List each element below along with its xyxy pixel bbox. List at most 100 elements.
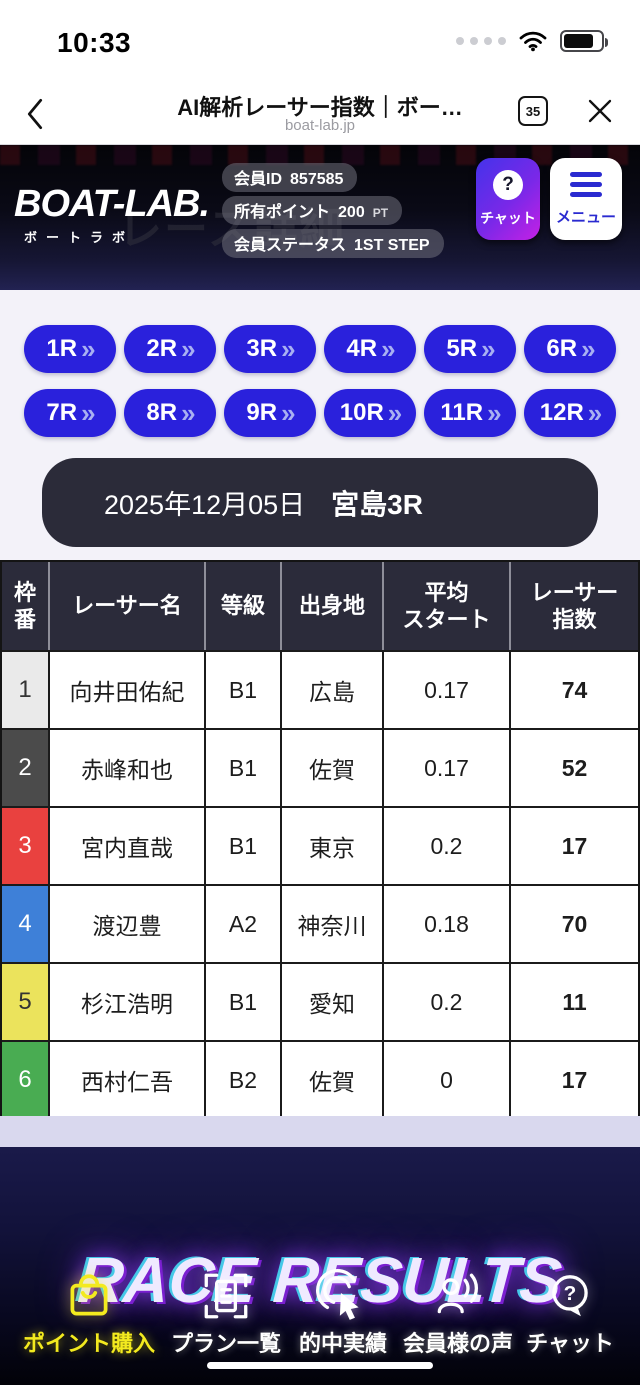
- cell-racer-name: 宮内直哉: [50, 806, 206, 884]
- race-button-4r[interactable]: 4R»: [324, 325, 416, 373]
- race-info-bar: 2025年12月05日 宮島3R: [42, 458, 598, 547]
- chevron-right-icon: »: [587, 397, 603, 428]
- cell-racer-name: 赤峰和也: [50, 728, 206, 806]
- nav-chat[interactable]: ? チャット: [495, 1269, 640, 1358]
- cell-lane: 1: [2, 650, 50, 728]
- cell-lane: 2: [2, 728, 50, 806]
- chevron-right-icon: »: [581, 333, 596, 364]
- table-row: 4 渡辺豊 A2 神奈川 0.18 70: [2, 884, 638, 962]
- race-button-1r[interactable]: 1R»: [24, 325, 116, 373]
- header-grade: 等級: [206, 562, 282, 650]
- cell-grade: B1: [206, 728, 282, 806]
- nav-label: 的中実績: [298, 1331, 387, 1356]
- table-row: 1 向井田佑紀 B1 広島 0.17 74: [2, 650, 638, 728]
- chat-button-label: チャット: [480, 210, 536, 226]
- chevron-right-icon: »: [181, 397, 196, 428]
- member-info: 会員ID 857585 所有ポイント 200 PT 会員ステータス 1ST ST…: [222, 163, 444, 258]
- site-header: レース詳細 BOAT-LAB. ボートラボ 会員ID 857585 所有ポイント…: [0, 145, 640, 290]
- chat-button[interactable]: ? チャット: [476, 158, 540, 240]
- member-id-value: 857585: [290, 171, 344, 188]
- header-origin: 出身地: [282, 562, 384, 650]
- table-row: 6 西村仁吾 B2 佐賀 0 17: [2, 1040, 638, 1118]
- race-button-label: 1R: [46, 335, 78, 362]
- wifi-icon: [519, 31, 547, 51]
- cell-lane: 4: [2, 884, 50, 962]
- page-title: AI解析レーサー指数｜ボー…: [177, 95, 463, 120]
- cell-grade: B1: [206, 806, 282, 884]
- nav-hit-results[interactable]: 的中実績: [268, 1269, 418, 1358]
- header-lane: 枠 番: [2, 562, 50, 650]
- back-chevron-icon[interactable]: [24, 98, 46, 130]
- chevron-right-icon: »: [281, 333, 296, 364]
- clock-time: 10:33: [57, 27, 132, 58]
- question-bubble-icon: ?: [493, 170, 523, 200]
- member-voice-icon: [437, 1273, 479, 1314]
- cell-lane: 5: [2, 962, 50, 1040]
- race-button-label: 5R: [446, 335, 478, 362]
- chevron-right-icon: »: [81, 333, 96, 364]
- battery-icon: [560, 30, 608, 52]
- race-button-label: 8R: [146, 399, 178, 426]
- boat-lab-logo[interactable]: BOAT-LAB. ボートラボ: [14, 183, 210, 246]
- race-button-label: 9R: [246, 399, 278, 426]
- page-url: boat-lab.jp: [284, 117, 356, 134]
- cell-racer-index: 70: [511, 884, 638, 962]
- cell-grade: A2: [206, 884, 282, 962]
- cell-racer-index: 52: [511, 728, 638, 806]
- cell-grade: B2: [206, 1040, 282, 1118]
- race-button-7r[interactable]: 7R»: [24, 389, 116, 437]
- tab-count-button[interactable]: 35: [518, 96, 548, 126]
- cell-avg-start: 0.2: [384, 962, 511, 1040]
- table-row: 3 宮内直哉 B1 東京 0.2 17: [2, 806, 638, 884]
- table-header-row: 枠 番 レーサー名 等級 出身地 平均 スタート レーサー 指数: [2, 562, 638, 650]
- home-indicator[interactable]: [207, 1362, 433, 1369]
- race-button-2r[interactable]: 2R»: [124, 325, 216, 373]
- cell-racer-index: 17: [511, 806, 638, 884]
- points-unit: PT: [372, 206, 389, 220]
- cell-racer-index: 74: [511, 650, 638, 728]
- nav-label: ポイント購入: [22, 1331, 155, 1356]
- chevron-right-icon: »: [387, 397, 403, 428]
- logo-subtext: ボートラボ: [24, 230, 135, 245]
- race-button-12r[interactable]: 12R»: [524, 389, 616, 437]
- nav-plan-list[interactable]: プラン一覧: [151, 1269, 301, 1358]
- chat-question-icon: ?: [552, 1275, 588, 1317]
- cell-avg-start: 0.17: [384, 650, 511, 728]
- chevron-right-icon: »: [81, 397, 96, 428]
- chevron-right-icon: »: [487, 397, 502, 428]
- shopping-bag-icon: [70, 1274, 108, 1316]
- cell-origin: 佐賀: [282, 728, 384, 806]
- header-avg-start: 平均 スタート: [384, 562, 511, 650]
- glitch-banner-strip: [0, 145, 640, 165]
- menu-button[interactable]: メニュー: [550, 158, 622, 240]
- status-bar: 10:33: [0, 0, 640, 85]
- race-button-6r[interactable]: 6R»: [524, 325, 616, 373]
- cell-racer-index: 11: [511, 962, 638, 1040]
- race-button-label: 7R: [46, 399, 78, 426]
- cell-racer-index: 17: [511, 1040, 638, 1118]
- click-hit-icon: [316, 1269, 359, 1320]
- race-button-11r[interactable]: 11R»: [424, 389, 516, 437]
- footer: RACE RESULTS ポイント購入 プラン一覧 的中実績: [0, 1147, 640, 1385]
- svg-text:?: ?: [564, 1282, 577, 1305]
- close-icon[interactable]: [585, 96, 615, 126]
- header-racer-index: レーサー 指数: [530, 579, 619, 633]
- cell-origin: 広島: [282, 650, 384, 728]
- race-button-label: 12R: [539, 399, 584, 426]
- header-racer-name: レーサー名: [50, 562, 206, 650]
- race-date: 2025年12月05日: [104, 490, 306, 520]
- plan-list-icon: [204, 1273, 248, 1319]
- race-button-5r[interactable]: 5R»: [424, 325, 516, 373]
- race-button-10r[interactable]: 10R»: [324, 389, 416, 437]
- nav-point-purchase[interactable]: ポイント購入: [14, 1269, 164, 1358]
- points-label: 所有ポイント: [234, 204, 331, 221]
- cell-avg-start: 0.17: [384, 728, 511, 806]
- logo-text: BOAT-LAB.: [14, 183, 210, 225]
- race-button-8r[interactable]: 8R»: [124, 389, 216, 437]
- race-button-3r[interactable]: 3R»: [224, 325, 316, 373]
- race-button-label: 10R: [339, 399, 384, 426]
- nav-member-voice[interactable]: 会員様の声: [383, 1269, 533, 1358]
- table-body: 1 向井田佑紀 B1 広島 0.17 74 2 赤峰和也 B1 佐賀 0.17 52 3 宮内直哉 B1 東京…: [2, 650, 638, 1118]
- race-button-9r[interactable]: 9R»: [224, 389, 316, 437]
